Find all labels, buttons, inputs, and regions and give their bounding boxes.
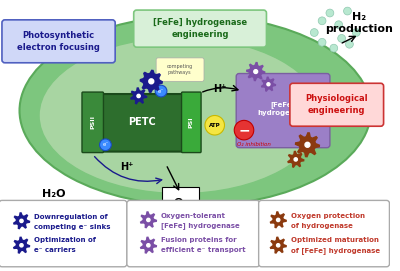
Circle shape: [294, 158, 297, 161]
Circle shape: [276, 244, 280, 247]
Polygon shape: [13, 237, 30, 254]
Text: PSI: PSI: [189, 117, 194, 128]
FancyBboxPatch shape: [236, 73, 330, 148]
Circle shape: [266, 81, 271, 87]
Circle shape: [20, 244, 23, 247]
Text: Optimized maturation: Optimized maturation: [291, 237, 379, 243]
Polygon shape: [295, 132, 320, 157]
Circle shape: [254, 70, 258, 73]
Text: [FeFe] hydrogenase
engineering: [FeFe] hydrogenase engineering: [153, 18, 247, 39]
Polygon shape: [140, 211, 157, 228]
Polygon shape: [13, 212, 30, 230]
Circle shape: [205, 115, 224, 135]
Text: [FeFe]
hydrogenase: [FeFe] hydrogenase: [257, 101, 309, 116]
Text: Oxygen protection: Oxygen protection: [291, 213, 365, 219]
Text: Fusion proteins for: Fusion proteins for: [161, 237, 237, 243]
Text: H⁺: H⁺: [213, 84, 226, 94]
Circle shape: [275, 217, 281, 223]
Circle shape: [145, 242, 152, 249]
Text: H₂
production: H₂ production: [325, 12, 393, 34]
Circle shape: [292, 156, 299, 163]
Circle shape: [344, 7, 351, 15]
Text: e⁻: e⁻: [158, 89, 164, 93]
Text: Downregulation of: Downregulation of: [34, 214, 108, 220]
FancyBboxPatch shape: [82, 92, 104, 153]
Circle shape: [147, 244, 150, 247]
Text: O₂: O₂: [174, 198, 188, 208]
FancyBboxPatch shape: [156, 58, 204, 81]
Text: competing e⁻ sinks: competing e⁻ sinks: [34, 224, 111, 230]
FancyBboxPatch shape: [182, 92, 201, 153]
Circle shape: [352, 29, 360, 36]
Polygon shape: [270, 237, 287, 254]
Text: H⁺: H⁺: [120, 162, 134, 172]
Circle shape: [310, 29, 318, 36]
Text: e⁻: e⁻: [102, 142, 108, 147]
Text: Photosynthetic
electron focusing: Photosynthetic electron focusing: [17, 31, 100, 52]
Text: of hydrogenase: of hydrogenase: [291, 223, 353, 229]
Polygon shape: [287, 151, 304, 168]
Text: e⁻ carriers: e⁻ carriers: [34, 247, 76, 253]
Circle shape: [146, 76, 156, 86]
Text: efficient e⁻ transport: efficient e⁻ transport: [161, 247, 246, 253]
Circle shape: [100, 139, 111, 151]
Circle shape: [338, 34, 346, 42]
FancyBboxPatch shape: [127, 201, 260, 267]
Ellipse shape: [20, 15, 371, 206]
Circle shape: [135, 93, 142, 99]
Circle shape: [267, 83, 270, 86]
Text: O₂ inhibition: O₂ inhibition: [237, 142, 271, 147]
Text: ATP: ATP: [209, 123, 220, 128]
Text: Oxygen-tolerant: Oxygen-tolerant: [161, 213, 226, 219]
FancyBboxPatch shape: [290, 83, 384, 126]
Text: of [FeFe] hydrogenase: of [FeFe] hydrogenase: [291, 247, 380, 254]
Circle shape: [252, 68, 260, 75]
Text: −: −: [238, 123, 250, 137]
Polygon shape: [140, 70, 163, 93]
Circle shape: [149, 79, 154, 84]
Polygon shape: [246, 62, 266, 81]
FancyBboxPatch shape: [259, 201, 390, 267]
Circle shape: [137, 94, 140, 98]
Circle shape: [147, 218, 150, 222]
Circle shape: [275, 242, 281, 249]
Polygon shape: [261, 76, 276, 92]
Text: H₂O: H₂O: [42, 189, 66, 199]
Circle shape: [276, 218, 280, 222]
Circle shape: [303, 140, 312, 150]
Circle shape: [346, 40, 353, 48]
Circle shape: [155, 85, 167, 97]
Polygon shape: [270, 211, 287, 228]
Text: PSII: PSII: [90, 115, 95, 129]
Circle shape: [326, 9, 334, 17]
Circle shape: [318, 17, 326, 25]
FancyBboxPatch shape: [134, 10, 266, 47]
FancyBboxPatch shape: [2, 20, 115, 63]
FancyBboxPatch shape: [91, 94, 192, 151]
Text: PETC: PETC: [128, 117, 156, 127]
FancyBboxPatch shape: [0, 201, 127, 267]
Text: competing
pathways: competing pathways: [166, 64, 193, 75]
Text: [FeFe] hydrogenase: [FeFe] hydrogenase: [161, 222, 240, 229]
Circle shape: [18, 242, 25, 249]
Circle shape: [20, 219, 23, 222]
Circle shape: [318, 38, 326, 46]
Circle shape: [145, 217, 152, 223]
Ellipse shape: [39, 37, 322, 193]
Circle shape: [335, 21, 342, 29]
Text: Optimization of: Optimization of: [34, 237, 96, 243]
Text: Physiological
engineering: Physiological engineering: [306, 94, 368, 115]
Circle shape: [234, 120, 254, 140]
Polygon shape: [130, 87, 147, 105]
Circle shape: [330, 44, 338, 52]
Circle shape: [305, 142, 310, 147]
Polygon shape: [140, 237, 157, 254]
Circle shape: [18, 218, 25, 224]
